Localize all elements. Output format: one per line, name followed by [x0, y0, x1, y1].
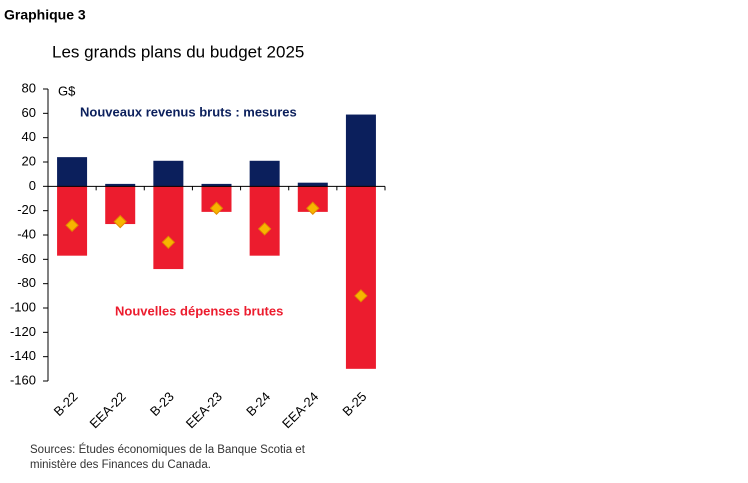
x-tick-label: B-25 — [339, 389, 369, 419]
source: Sources: Études économiques de la Banque… — [30, 443, 306, 456]
diamond-marker — [354, 289, 368, 303]
y-tick-label: -120 — [10, 324, 36, 339]
bar — [249, 160, 280, 187]
x-tick-label: B-24 — [243, 389, 273, 419]
y-tick-label: 20 — [22, 153, 36, 168]
bar — [345, 186, 376, 369]
y-tick-label: -60 — [17, 251, 36, 266]
bar — [57, 157, 88, 187]
chart-title: Les grands plans du budget 2025 — [52, 42, 304, 61]
annotation: Nouvelles dépenses brutes — [115, 303, 283, 318]
diamond-marker — [209, 201, 224, 215]
y-tick-label: -80 — [17, 275, 36, 290]
diamond-marker — [113, 214, 127, 229]
diamond-marker — [65, 218, 79, 232]
bar — [105, 183, 136, 187]
diamond-marker — [257, 222, 272, 236]
y-tick-label: 80 — [22, 80, 36, 95]
bar — [201, 183, 232, 187]
x-tick-label: EEA-22 — [86, 389, 128, 431]
y-tick-label: -140 — [10, 348, 36, 363]
diamond-marker — [161, 235, 176, 250]
x-tick-label: EEA-24 — [279, 389, 321, 431]
bar — [153, 186, 184, 270]
y-tick-label: 0 — [29, 178, 36, 193]
x-tick-label: B-22 — [51, 389, 81, 419]
y-tick-label: -100 — [10, 299, 36, 314]
y-unit: G$ — [58, 83, 76, 98]
header: Graphique 3 — [4, 7, 86, 23]
bar — [249, 186, 280, 256]
x-tick-label: B-23 — [147, 389, 177, 419]
y-tick-label: 60 — [22, 105, 36, 120]
annotation: Nouveaux revenus bruts : mesures — [80, 104, 297, 119]
bar — [153, 160, 184, 187]
source: ministère des Finances du Canada. — [30, 459, 211, 471]
x-tick-label: EEA-23 — [183, 389, 225, 431]
bar — [297, 182, 328, 187]
bar — [345, 114, 376, 187]
y-tick-label: 40 — [22, 129, 36, 144]
y-tick-label: -40 — [17, 226, 36, 241]
diamond-marker — [306, 201, 320, 215]
y-tick-label: -160 — [10, 372, 36, 387]
y-tick-label: -20 — [17, 202, 36, 217]
